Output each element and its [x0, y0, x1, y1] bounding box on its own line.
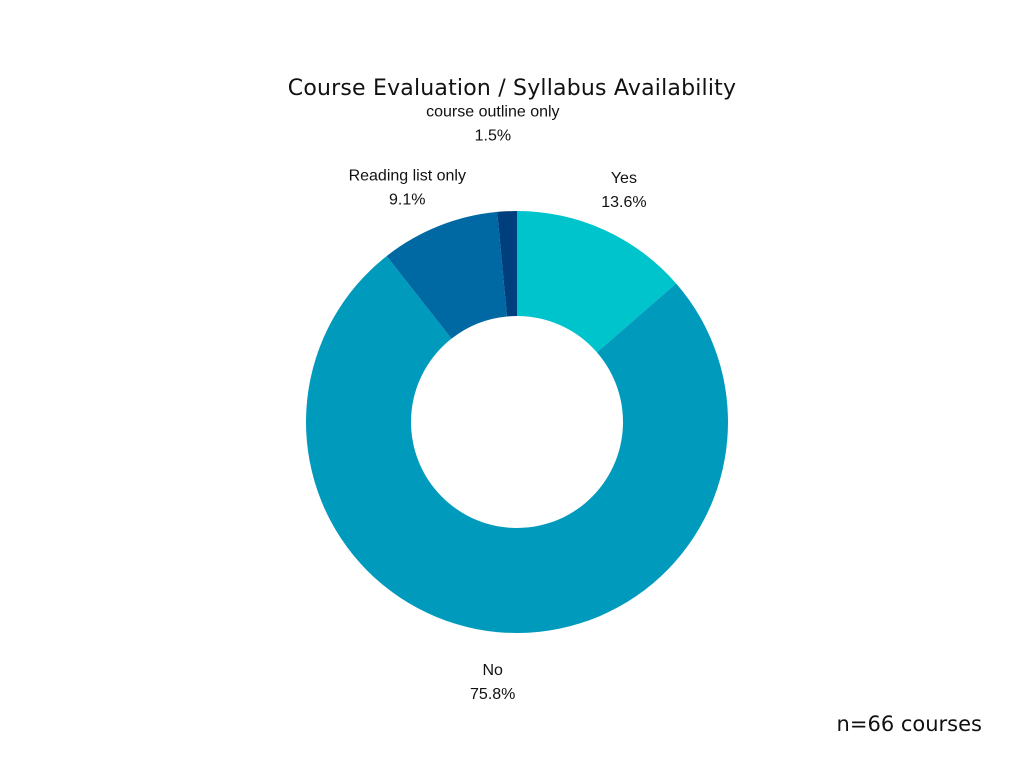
slice-label-value: 9.1% — [389, 191, 425, 208]
slice-label-name: Reading list only — [349, 167, 466, 184]
slice-label-value: 1.5% — [475, 127, 511, 144]
slice-label-name: No — [482, 662, 503, 679]
donut-slice-yes — [517, 211, 677, 353]
slice-label-name: Yes — [611, 170, 637, 187]
slice-label-value: 75.8% — [470, 686, 515, 703]
donut-slice-course-outline-only — [497, 211, 517, 317]
slice-label-value: 13.6% — [601, 194, 646, 211]
slice-label-name: course outline only — [426, 103, 559, 120]
donut-slice-reading-list-only — [386, 211, 508, 339]
sample-size-note: n=66 courses — [836, 712, 982, 736]
chart-title: Course Evaluation / Syllabus Availabilit… — [287, 76, 737, 101]
donut-slice-no — [306, 256, 729, 633]
